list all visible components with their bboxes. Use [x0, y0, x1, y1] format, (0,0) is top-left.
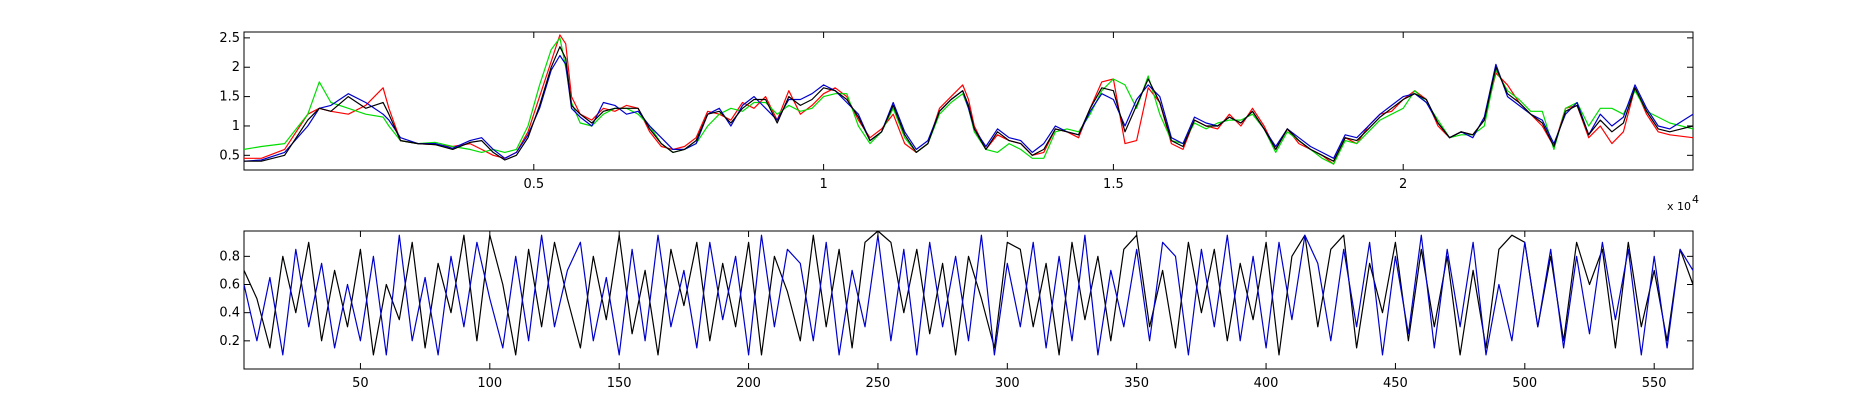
x-tick-label: 200	[736, 376, 761, 391]
x-tick-label: 400	[1254, 376, 1279, 391]
y-tick-label: 0.8	[219, 249, 240, 264]
x-tick-label: 550	[1642, 376, 1667, 391]
x-exponent-power: 4	[1692, 193, 1699, 206]
x-tick-label: 150	[607, 376, 632, 391]
y-tick-label: 0.5	[219, 148, 240, 163]
y-tick-label: 2	[232, 60, 240, 75]
x-tick-label: 250	[866, 376, 891, 391]
x-tick-label: 100	[477, 376, 502, 391]
y-tick-label: 0.4	[219, 306, 240, 321]
x-tick-label: 50	[352, 376, 369, 391]
x-tick-label: 1.5	[1103, 177, 1124, 192]
top-signal-plot: 0.5 1 1.5 2 0.5 1 1.5 2 2.5 x 104	[219, 31, 1699, 213]
x-tick-label: 300	[995, 376, 1020, 391]
series-line-3	[244, 46, 1694, 162]
axes-box	[243, 230, 1694, 370]
x-exponent-label: x 10	[1667, 200, 1691, 213]
x-tick-label: 500	[1512, 376, 1537, 391]
x-tick-label: 350	[1124, 376, 1149, 391]
x-tick-label: 1	[819, 177, 827, 192]
series-line-0	[243, 230, 1694, 356]
bottom-signal-plot: 50 100 150 200 250 300 350 400 450 500 550 0.2 0.4 0.…	[219, 230, 1694, 391]
y-tick-label: 1.5	[219, 90, 240, 105]
x-tick-label: 2	[1399, 177, 1407, 192]
y-tick-label: 0.2	[219, 334, 240, 349]
x-tick-label: 0.5	[523, 177, 544, 192]
y-tick-label: 2.5	[219, 31, 240, 46]
x-tick-label: 450	[1383, 376, 1408, 391]
y-tick-label: 1	[232, 119, 240, 134]
y-tick-label: 0.6	[219, 278, 240, 293]
series-line-1	[243, 234, 1694, 356]
